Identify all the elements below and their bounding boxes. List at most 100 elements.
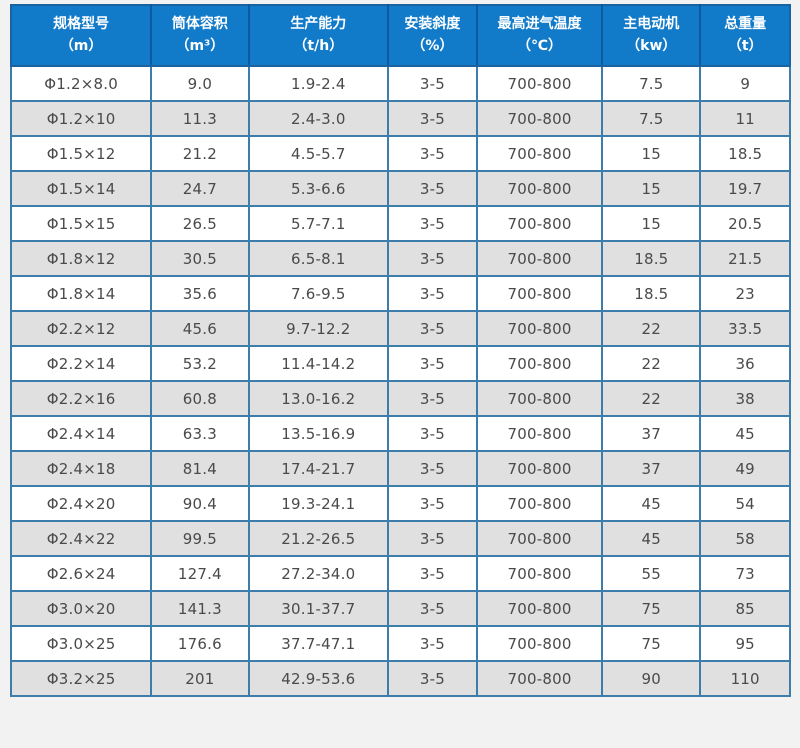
table-cell: Φ3.2×25 — [9, 660, 153, 697]
column-header-unit: （kw） — [626, 37, 677, 54]
table-cell: 49 — [699, 450, 791, 487]
table-cell: 3-5 — [387, 205, 478, 242]
column-header-6: 主电动机 （kw） — [601, 5, 701, 67]
table-cell: 7.5 — [601, 100, 702, 137]
table-cell: Φ2.2×14 — [9, 345, 153, 382]
table-row: Φ1.8×12 30.5 6.5-8.1 3-5 700-800 18.5 21.5 — [9, 240, 791, 277]
table-cell: Φ1.8×12 — [9, 240, 153, 277]
table-cell: Φ3.0×25 — [9, 625, 153, 662]
table-cell: 700-800 — [475, 520, 604, 557]
table-cell: 18.5 — [601, 275, 702, 312]
table-cell: 13.5-16.9 — [247, 415, 390, 452]
table-row: Φ1.2×10 11.3 2.4-3.0 3-5 700-800 7.5 11 — [9, 100, 791, 137]
table-cell: 45 — [601, 485, 702, 522]
table-cell: 23 — [699, 275, 791, 312]
table-cell: 18.5 — [601, 240, 702, 277]
column-header-unit: （m） — [59, 37, 103, 54]
table-cell: 141.3 — [150, 590, 250, 627]
table-cell: 35.6 — [150, 275, 250, 312]
table-cell: 700-800 — [475, 310, 604, 347]
table-cell: 201 — [150, 660, 250, 697]
column-header-unit: （%） — [411, 37, 454, 54]
table-cell: 45 — [699, 415, 791, 452]
table-cell: 17.4-21.7 — [247, 450, 390, 487]
table-cell: 4.5-5.7 — [247, 135, 390, 172]
table-cell: 20.5 — [699, 205, 791, 242]
table-cell: 3-5 — [387, 380, 478, 417]
table-cell: 54 — [699, 485, 791, 522]
table-cell: 22 — [601, 310, 702, 347]
column-header-4: 安装斜度 （%） — [387, 5, 477, 67]
table-row: Φ3.0×20 141.3 30.1-37.7 3-5 700-800 75 85 — [9, 590, 791, 627]
table-cell: 700-800 — [475, 555, 604, 592]
table-cell: 700-800 — [475, 275, 604, 312]
column-header-7: 总重量 （t） — [699, 5, 790, 67]
table-cell: Φ1.5×14 — [9, 170, 153, 207]
table-cell: 3-5 — [387, 100, 478, 137]
table-cell: 36 — [699, 345, 791, 382]
table-cell: 9.7-12.2 — [247, 310, 390, 347]
column-header-label: 生产能力 — [290, 15, 347, 32]
table-cell: 24.7 — [150, 170, 250, 207]
table-cell: 9 — [699, 65, 791, 102]
table-cell: 19.7 — [699, 170, 791, 207]
table-cell: 3-5 — [387, 485, 478, 522]
table-cell: 11 — [699, 100, 791, 137]
column-header-unit: （t/h） — [293, 37, 344, 54]
column-header-unit: （℃） — [517, 37, 562, 54]
column-header-unit: （t） — [727, 37, 763, 54]
column-header-unit: （m³） — [175, 37, 225, 54]
table-cell: 15 — [601, 170, 702, 207]
table-cell: 95 — [699, 625, 791, 662]
table-cell: Φ1.2×8.0 — [9, 65, 153, 102]
table-cell: 37 — [601, 450, 702, 487]
column-header-label: 筒体容积 — [171, 15, 228, 32]
table-cell: 3-5 — [387, 415, 478, 452]
table-cell: 700-800 — [475, 65, 604, 102]
table-row: Φ3.0×25 176.6 37.7-47.1 3-5 700-800 75 95 — [9, 625, 791, 662]
column-header-label: 安装斜度 — [404, 15, 461, 32]
table-cell: 700-800 — [475, 415, 604, 452]
table-cell: 42.9-53.6 — [247, 660, 390, 697]
table-cell: 2.4-3.0 — [247, 100, 390, 137]
table-cell: 700-800 — [475, 450, 604, 487]
header-row: 规格型号 （m） 筒体容积 （m³） 生产能力 （t/h） 安装斜度 （%） 最高进气温度 （℃）… — [11, 5, 790, 67]
table-cell: 22 — [601, 380, 702, 417]
table-cell: 3-5 — [387, 555, 478, 592]
column-header-2: 筒体容积 （m³） — [150, 5, 249, 67]
column-header-5: 最高进气温度 （℃） — [475, 5, 603, 67]
specification-table: 规格型号 （m） 筒体容积 （m³） 生产能力 （t/h） 安装斜度 （%） 最高进气温度 （℃）… — [9, 4, 791, 697]
table-cell: Φ2.2×12 — [9, 310, 153, 347]
table-cell: 90.4 — [150, 485, 250, 522]
table-cell: Φ2.6×24 — [9, 555, 153, 592]
table-row: Φ1.5×15 26.5 5.7-7.1 3-5 700-800 15 20.5 — [9, 205, 791, 242]
table-row: Φ3.2×25 201 42.9-53.6 3-5 700-800 90 110 — [9, 660, 791, 697]
table-cell: 75 — [601, 590, 702, 627]
table-cell: 11.4-14.2 — [247, 345, 390, 382]
table-cell: 33.5 — [699, 310, 791, 347]
table-cell: Φ1.2×10 — [9, 100, 153, 137]
table-cell: 27.2-34.0 — [247, 555, 390, 592]
table-cell: 700-800 — [475, 205, 604, 242]
table-cell: 21.5 — [699, 240, 791, 277]
column-header-label: 规格型号 — [53, 15, 110, 32]
table-cell: 37 — [601, 415, 702, 452]
table-cell: 3-5 — [387, 450, 478, 487]
table-cell: 1.9-2.4 — [247, 65, 390, 102]
table-cell: 38 — [699, 380, 791, 417]
table-cell: 5.3-6.6 — [247, 170, 390, 207]
table-cell: 99.5 — [150, 520, 250, 557]
table-row: Φ1.2×8.0 9.0 1.9-2.4 3-5 700-800 7.5 9 — [9, 65, 791, 102]
table-cell: 3-5 — [387, 275, 478, 312]
table-cell: 15 — [601, 135, 702, 172]
table-cell: 3-5 — [387, 520, 478, 557]
table-cell: 55 — [601, 555, 702, 592]
table-cell: 21.2 — [150, 135, 250, 172]
table-cell: 3-5 — [387, 590, 478, 627]
table-body: Φ1.2×8.0 9.0 1.9-2.4 3-5 700-800 7.5 9 Φ1.2×10 1… — [9, 65, 791, 697]
table-cell: 37.7-47.1 — [247, 625, 390, 662]
table-cell: 73 — [699, 555, 791, 592]
table-cell: Φ2.4×20 — [9, 485, 153, 522]
table-cell: Φ1.5×12 — [9, 135, 153, 172]
